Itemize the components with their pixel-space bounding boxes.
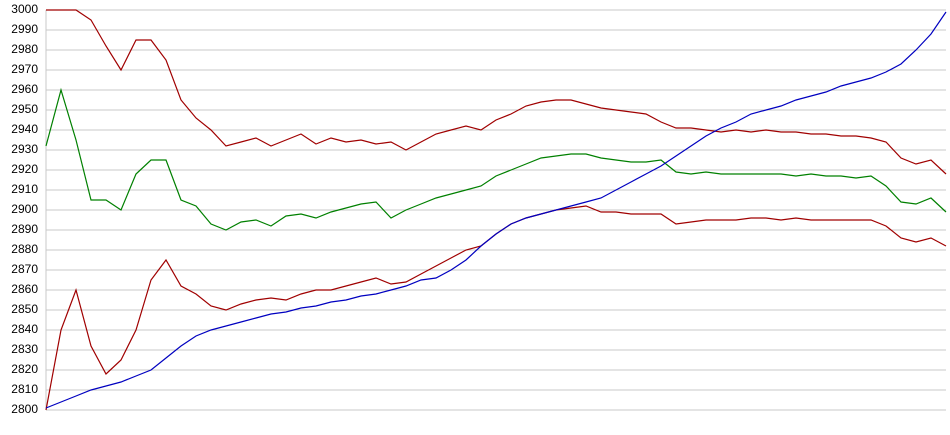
y-tick-label: 2900	[11, 202, 38, 216]
y-tick-label: 2970	[11, 62, 38, 76]
y-tick-label: 2810	[11, 382, 38, 396]
y-tick-label: 2880	[11, 242, 38, 256]
y-tick-label: 2860	[11, 282, 38, 296]
series-line	[45, 205, 947, 411]
y-tick-label: 2890	[11, 222, 38, 236]
y-tick-label: 2930	[11, 142, 38, 156]
y-tick-label: 2950	[11, 102, 38, 116]
y-tick-label: 2940	[11, 122, 38, 136]
y-tick-label: 3000	[11, 2, 38, 16]
y-tick-label: 2820	[11, 362, 38, 376]
series-line	[46, 9, 947, 175]
y-tick-label: 2920	[11, 162, 38, 176]
y-tick-label: 2850	[11, 302, 38, 316]
series-line	[45, 11, 947, 409]
y-tick-label: 2910	[11, 182, 38, 196]
y-tick-label: 2990	[11, 22, 38, 36]
y-tick-label: 2980	[11, 42, 38, 56]
y-tick-label: 2800	[11, 402, 38, 416]
y-tick-label: 2840	[11, 322, 38, 336]
y-tick-label: 2960	[11, 82, 38, 96]
y-tick-label: 2870	[11, 262, 38, 276]
series-line	[45, 87, 947, 231]
y-tick-label: 2830	[11, 342, 38, 356]
